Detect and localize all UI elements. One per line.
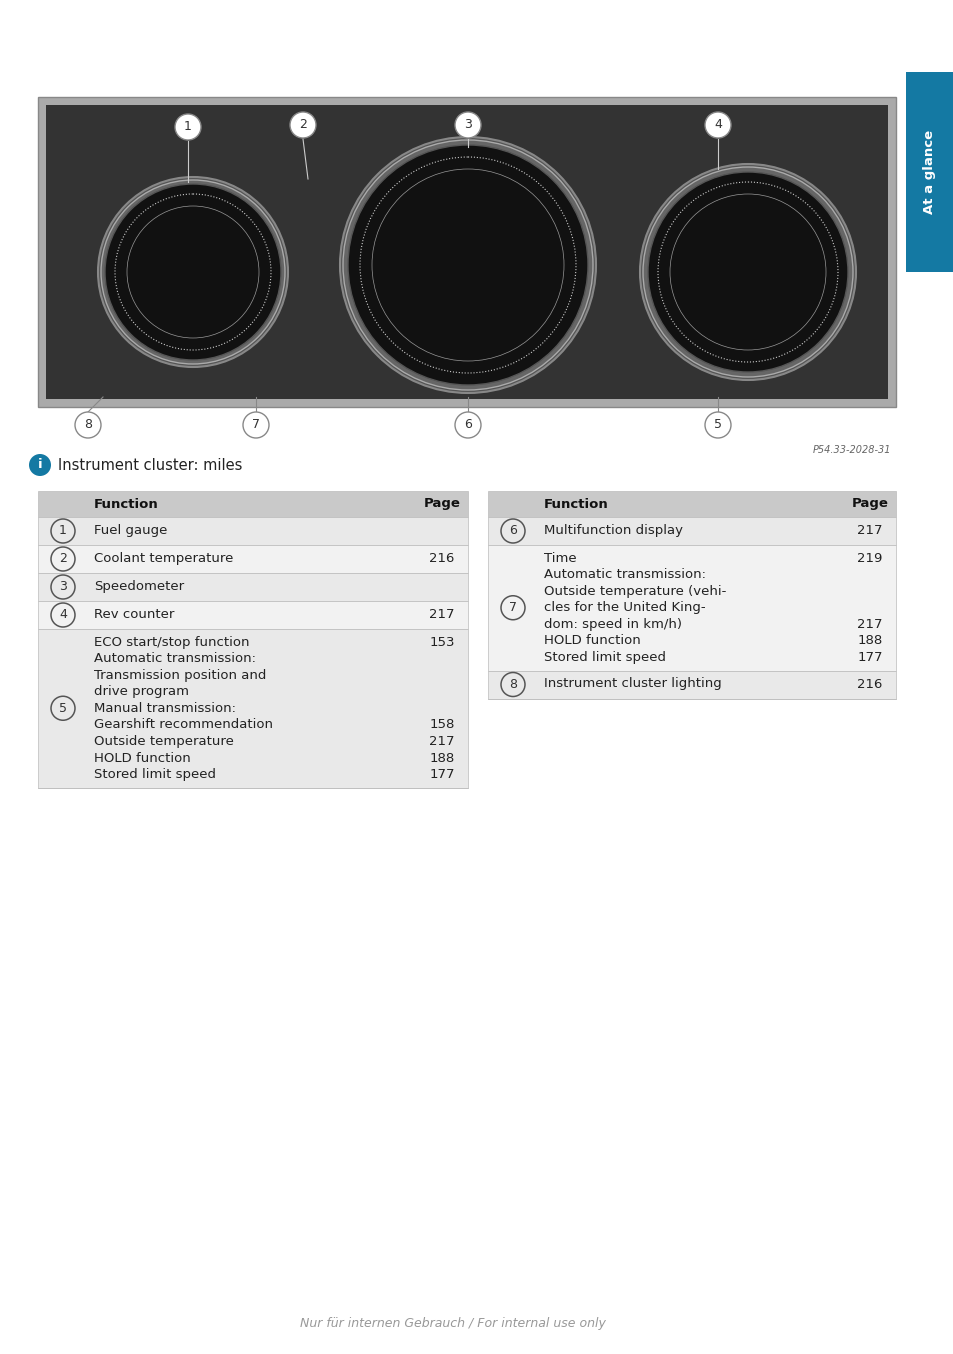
Text: dom: speed in km/h): dom: speed in km/h) — [543, 617, 681, 631]
Text: 2: 2 — [59, 552, 67, 566]
Circle shape — [290, 112, 315, 138]
Text: Page: Page — [423, 497, 460, 510]
Bar — [38, 546, 468, 573]
Bar — [38, 630, 468, 788]
Text: Transmission position and: Transmission position and — [94, 669, 266, 682]
Text: HOLD function: HOLD function — [543, 635, 640, 647]
Circle shape — [647, 172, 847, 372]
Text: Function: Function — [543, 497, 608, 510]
Circle shape — [174, 114, 201, 139]
Bar — [46, 106, 887, 399]
Circle shape — [98, 177, 288, 367]
Bar — [38, 517, 468, 546]
Text: 188: 188 — [429, 751, 455, 765]
Circle shape — [343, 139, 593, 390]
Text: 219: 219 — [857, 552, 882, 565]
Text: 188: 188 — [857, 635, 882, 647]
Text: Automatic transmission:: Automatic transmission: — [543, 569, 705, 581]
Text: Outside temperature (vehi-: Outside temperature (vehi- — [543, 585, 725, 598]
Text: 153: 153 — [429, 636, 455, 649]
Text: Outside temperature: Outside temperature — [94, 735, 233, 747]
Text: 1: 1 — [59, 524, 67, 538]
Text: 1: 1 — [184, 121, 192, 134]
Bar — [488, 546, 895, 670]
Circle shape — [348, 145, 587, 385]
Text: i: i — [38, 459, 42, 471]
Circle shape — [455, 112, 480, 138]
Text: 217: 217 — [857, 524, 882, 538]
Text: 2: 2 — [298, 119, 307, 131]
Circle shape — [639, 164, 855, 380]
Text: P54.33-2028-31: P54.33-2028-31 — [812, 445, 890, 455]
Bar — [38, 97, 895, 408]
Text: ECO start/stop function: ECO start/stop function — [94, 636, 250, 649]
Text: 5: 5 — [59, 701, 67, 715]
Text: 177: 177 — [857, 651, 882, 663]
Text: 158: 158 — [429, 719, 455, 731]
Circle shape — [243, 412, 269, 437]
Bar — [38, 601, 468, 630]
Circle shape — [339, 137, 596, 393]
Text: 4: 4 — [59, 608, 67, 621]
Circle shape — [642, 167, 852, 376]
Text: 35: 35 — [918, 14, 941, 28]
Text: drive program: drive program — [94, 685, 189, 699]
Text: Page: Page — [851, 497, 887, 510]
Circle shape — [704, 412, 730, 437]
Bar — [905, 72, 953, 272]
Text: 7: 7 — [509, 601, 517, 615]
Text: HOLD function: HOLD function — [94, 751, 191, 765]
Text: 8: 8 — [509, 678, 517, 691]
Text: Multifunction display: Multifunction display — [543, 524, 682, 538]
Text: 7: 7 — [252, 418, 260, 432]
Text: At a glance: At a glance — [923, 130, 936, 214]
Text: Nur für internen Gebrauch / For internal use only: Nur für internen Gebrauch / For internal… — [300, 1317, 605, 1331]
Text: Automatic transmission:: Automatic transmission: — [94, 653, 255, 666]
Bar — [38, 492, 468, 517]
Text: 6: 6 — [463, 418, 472, 432]
Text: 216: 216 — [429, 552, 455, 565]
Text: Function: Function — [94, 497, 158, 510]
Bar — [488, 492, 895, 517]
Text: 5: 5 — [713, 418, 721, 432]
Circle shape — [29, 454, 51, 477]
Bar — [38, 573, 468, 601]
Text: Stored limit speed: Stored limit speed — [543, 651, 665, 663]
Text: 217: 217 — [857, 617, 882, 631]
Circle shape — [101, 180, 285, 364]
Text: 216: 216 — [857, 677, 882, 691]
Text: Time: Time — [543, 552, 576, 565]
Text: cles for the United King-: cles for the United King- — [543, 601, 705, 615]
Text: Stored limit speed: Stored limit speed — [94, 768, 215, 781]
Text: 8: 8 — [84, 418, 91, 432]
Circle shape — [455, 412, 480, 437]
Text: 3: 3 — [463, 119, 472, 131]
Circle shape — [105, 184, 281, 360]
Bar — [488, 670, 895, 699]
Text: 6: 6 — [509, 524, 517, 538]
Bar — [488, 517, 895, 546]
Text: Instrument cluster lighting: Instrument cluster lighting — [543, 677, 721, 691]
Text: 177: 177 — [429, 768, 455, 781]
Text: Instrument cluster: miles: Instrument cluster: miles — [58, 458, 242, 473]
Text: 3: 3 — [59, 581, 67, 593]
Circle shape — [704, 112, 730, 138]
Circle shape — [75, 412, 101, 437]
Text: Coolant temperature: Coolant temperature — [94, 552, 233, 565]
Text: Fuel gauge: Fuel gauge — [94, 524, 167, 538]
Text: Speedometer: Speedometer — [94, 580, 184, 593]
Text: Rev counter: Rev counter — [94, 608, 174, 621]
Text: Gearshift recommendation: Gearshift recommendation — [94, 719, 273, 731]
Text: Manual transmission:: Manual transmission: — [94, 701, 235, 715]
Text: 217: 217 — [429, 735, 455, 747]
Text: Instrument cluster (4-button steering wheel): Instrument cluster (4-button steering wh… — [490, 14, 897, 28]
Text: 217: 217 — [429, 608, 455, 621]
Text: 4: 4 — [713, 119, 721, 131]
